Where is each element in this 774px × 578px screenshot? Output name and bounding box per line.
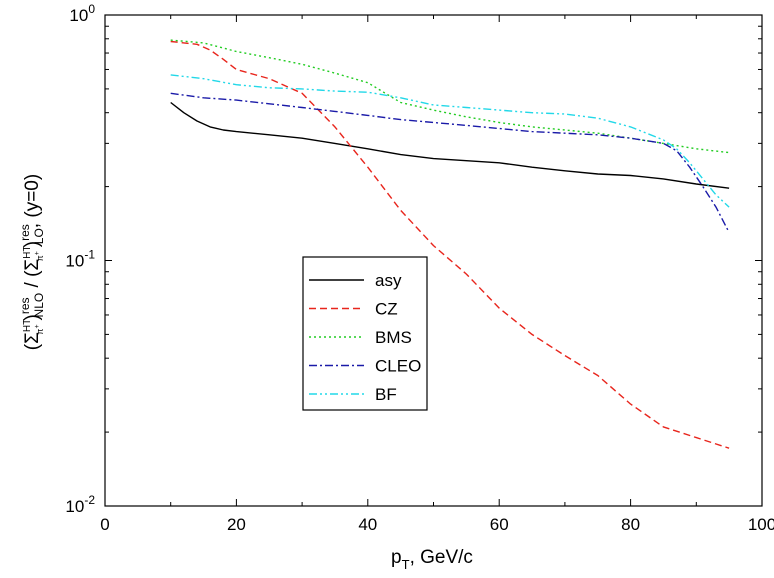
y-label-num-sup: HT [22,319,33,332]
ticks-layer [104,15,763,507]
y-label-den-open: (Σ [22,259,43,277]
y-tick-label: 10-1 [65,248,95,271]
y-label-num-res: res [18,297,32,314]
y-tick-labels: 100 10-1 10-2 [65,2,95,516]
series-line-cz [170,40,730,449]
y-label-slash: / [22,277,43,293]
y-label-num-lo: NLO [32,293,46,318]
series-line-cleo [170,92,730,233]
legend-items: asy CZ BMS CLEO BF [309,271,421,404]
series-line-bf [170,74,730,208]
y-axis-label: (ΣHT π+)resNLO / (ΣHT π+)resLO, (y=0) [18,174,46,350]
legend-label-bf: BF [375,385,397,404]
x-tick-label: 0 [100,515,109,534]
y-label-tail: , (y=0) [22,174,43,228]
x-tick-label: 60 [490,515,509,534]
legend-box [302,256,428,411]
x-tick-label: 80 [621,515,640,534]
y-label-num-open: (Σ [22,332,43,350]
x-tick-label: 40 [358,515,377,534]
x-tick-label: 100 [748,515,774,534]
legend-label-asy: asy [375,271,402,290]
y-tick-label: 100 [69,2,95,25]
x-axis-label: pT, GeV/c [391,547,473,572]
y-label-num-close: ) [22,314,43,320]
x-tick-label: 20 [227,515,246,534]
series-line-bms [170,39,730,154]
y-label-den-sub: π [35,255,45,261]
x-tick-labels: 0 20 40 60 80 100 [100,515,774,534]
y-label-num-subsup: + [34,324,41,328]
y-label-den-subsup: + [34,251,41,255]
y-label-num-sub: π [35,329,45,335]
y-label-den-close: ) [22,241,43,247]
y-tick-label: 10-2 [65,493,95,516]
y-label-den-sup: HT [22,246,33,259]
legend-label-cz: CZ [375,300,398,319]
x-axis-label-rest: , GeV/c [410,547,473,568]
y-label-den-lo: LO [32,228,46,244]
series-layer [170,39,730,449]
legend: asy CZ BMS CLEO BF [302,256,428,411]
series-line-asy [170,101,730,189]
legend-label-bms: BMS [375,328,412,347]
x-axis-label-main: p [391,547,402,568]
x-axis-label-sub: T [402,557,410,572]
plot-frame [104,14,763,507]
legend-label-cleo: CLEO [375,357,421,376]
y-label-den-res: res [18,224,32,241]
